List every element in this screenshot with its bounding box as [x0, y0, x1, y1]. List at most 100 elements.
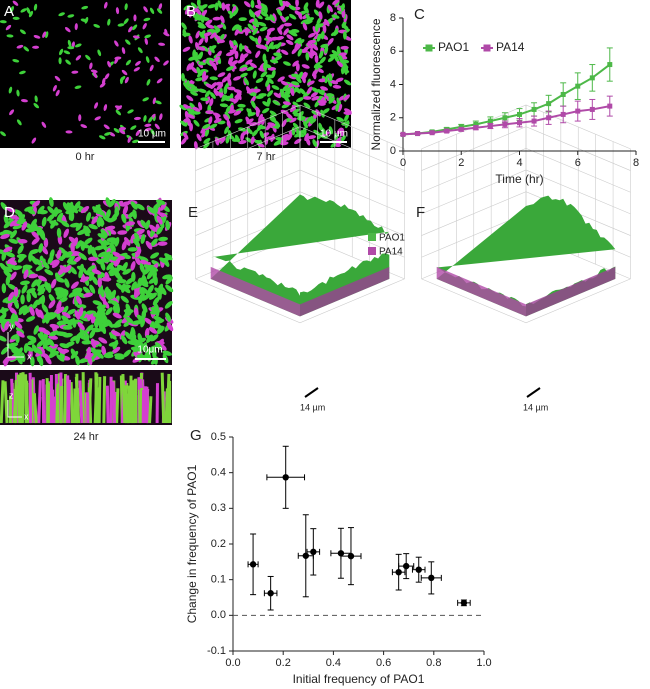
cell	[20, 8, 27, 13]
cell	[6, 206, 16, 213]
cell	[335, 77, 344, 83]
cell	[70, 348, 77, 358]
cell	[19, 372, 24, 424]
cell	[163, 60, 169, 66]
cell	[153, 322, 163, 330]
cell	[311, 96, 320, 101]
marker	[400, 131, 406, 137]
cell	[318, 50, 324, 59]
render-3d	[421, 104, 631, 324]
cell	[183, 104, 191, 110]
cell	[125, 303, 131, 314]
cell	[187, 113, 195, 119]
cell	[41, 304, 49, 313]
cell	[58, 12, 65, 17]
cell	[63, 265, 72, 273]
cell	[61, 311, 71, 319]
cell	[146, 270, 154, 280]
cell	[269, 110, 277, 117]
cell	[134, 232, 140, 242]
cell	[336, 97, 342, 106]
cell	[238, 43, 243, 52]
cell	[94, 102, 99, 109]
cell	[106, 319, 114, 328]
cell	[285, 39, 294, 46]
cell	[87, 265, 96, 272]
cell	[38, 356, 44, 367]
cell	[343, 79, 352, 86]
marker	[473, 125, 479, 131]
cell	[36, 339, 45, 348]
cell	[155, 199, 166, 205]
cell	[221, 2, 226, 11]
cell	[153, 315, 163, 322]
cell	[154, 123, 160, 130]
cell	[107, 18, 111, 26]
cell	[69, 382, 74, 424]
cell	[19, 70, 26, 75]
cell	[3, 220, 12, 229]
cell	[129, 327, 135, 338]
cell	[219, 103, 229, 108]
cell	[123, 18, 129, 25]
cell	[192, 106, 201, 112]
legend-label: PAO1	[379, 233, 405, 244]
cell	[150, 238, 158, 247]
cell	[253, 17, 259, 26]
cell	[102, 299, 110, 309]
cell	[24, 206, 34, 212]
cell	[197, 46, 206, 51]
legend-swatch	[368, 233, 376, 241]
y-tick-label: 0	[390, 145, 396, 157]
axis-glyph	[7, 332, 24, 358]
cell	[335, 103, 340, 112]
cell	[33, 3, 38, 11]
cell	[193, 52, 198, 61]
cell	[110, 289, 117, 300]
point	[249, 561, 257, 568]
cell	[100, 324, 107, 335]
cell	[303, 96, 312, 100]
cell	[334, 54, 340, 63]
cell	[71, 70, 79, 74]
cell	[281, 134, 290, 139]
cell	[280, 15, 287, 23]
cell	[154, 287, 163, 295]
x-tick-label: 0.4	[326, 657, 341, 669]
cell	[12, 0, 19, 6]
cell	[262, 107, 270, 114]
cell	[77, 330, 88, 337]
cell	[45, 378, 50, 424]
cell	[103, 353, 114, 359]
cell	[182, 46, 191, 52]
cell	[148, 327, 158, 334]
cell	[274, 55, 283, 61]
y-tick-label: 2	[390, 112, 396, 124]
cell	[209, 91, 216, 99]
cell	[144, 317, 153, 325]
cell	[130, 201, 138, 210]
cell	[216, 39, 226, 44]
cell	[337, 104, 343, 113]
cell	[119, 129, 126, 135]
cell	[283, 28, 289, 36]
cell	[140, 234, 146, 244]
cell	[13, 286, 19, 297]
cell	[318, 122, 323, 131]
x-tick-label: 0.2	[276, 657, 291, 669]
cell	[265, 79, 270, 87]
cell	[127, 247, 138, 252]
cell	[78, 252, 87, 261]
cell	[184, 110, 189, 120]
cell	[209, 97, 214, 107]
cell	[16, 44, 24, 49]
cell	[36, 396, 42, 424]
cell	[165, 312, 171, 322]
cell	[209, 76, 218, 81]
cell	[1, 283, 7, 294]
cell	[140, 286, 149, 295]
cell	[307, 39, 316, 44]
cell	[252, 21, 260, 28]
cell	[263, 62, 267, 72]
cell	[312, 43, 319, 51]
